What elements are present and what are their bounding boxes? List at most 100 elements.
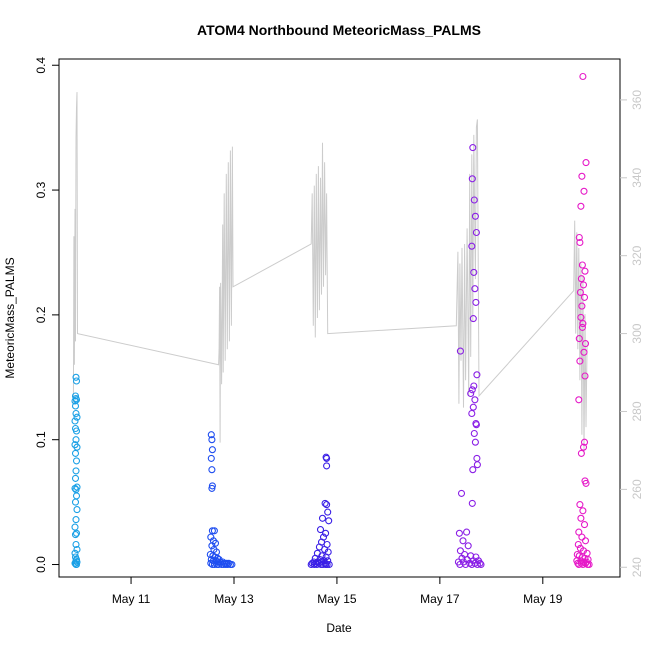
data-point-series-1 — [72, 377, 81, 385]
x-tick-label: May 19 — [523, 592, 563, 606]
data-point-series-4 — [469, 144, 477, 152]
data-point-series-1 — [71, 559, 79, 567]
data-point-series-5 — [582, 479, 590, 487]
data-point-series-5 — [584, 560, 592, 569]
data-point-series-4 — [473, 560, 481, 569]
data-point-series-4 — [473, 454, 481, 462]
data-point-series-1 — [71, 523, 79, 531]
data-point-series-4 — [468, 175, 476, 183]
data-point-series-5 — [577, 514, 585, 522]
right-tick-label: 320 — [630, 245, 644, 265]
data-point-series-5 — [579, 560, 587, 569]
left-y-axis: 0.0 0.1 0.2 0.3 0.4 — [34, 57, 59, 573]
data-point-series-5 — [581, 372, 589, 380]
data-point-series-3 — [323, 454, 331, 462]
data-point-series-2 — [224, 560, 232, 569]
data-point-series-4 — [470, 382, 478, 390]
data-point-series-2 — [208, 542, 216, 550]
data-point-series-4 — [468, 386, 476, 394]
data-point-series-1 — [73, 413, 81, 421]
data-point-series-1 — [72, 540, 80, 549]
data-point-series-5 — [579, 443, 588, 451]
data-point-series-2 — [208, 446, 216, 454]
data-point-series-5 — [579, 72, 587, 81]
x-tick-label: May 17 — [420, 592, 460, 606]
data-point-series-5 — [575, 528, 583, 536]
x-tick-label: May 13 — [214, 592, 254, 606]
data-point-series-1 — [72, 373, 80, 381]
data-point-series-5 — [574, 559, 582, 567]
data-point-series-4 — [471, 438, 479, 446]
data-point-series-4 — [470, 268, 478, 276]
scatter-points — [71, 72, 593, 569]
data-point-series-4 — [477, 560, 485, 569]
y-tick-label: 0.3 — [34, 181, 48, 198]
data-point-series-5 — [576, 501, 584, 509]
data-point-series-4 — [469, 315, 477, 323]
data-point-series-2 — [208, 466, 216, 474]
data-point-series-3 — [323, 501, 331, 509]
data-point-series-5 — [579, 507, 587, 515]
data-point-series-1 — [72, 560, 80, 569]
data-point-series-5 — [580, 293, 589, 301]
right-tick-label: 300 — [630, 323, 644, 343]
data-point-series-4 — [469, 466, 477, 474]
data-point-series-5 — [577, 202, 585, 210]
data-point-series-1 — [73, 545, 81, 554]
right-tick-label: 360 — [630, 90, 644, 110]
data-point-series-5 — [577, 275, 585, 283]
y-tick-label: 0.2 — [34, 306, 48, 323]
data-point-series-5 — [574, 540, 582, 549]
data-point-series-4 — [455, 529, 463, 537]
right-tick-label: 340 — [630, 167, 644, 187]
data-point-series-2 — [208, 560, 216, 569]
data-point-series-5 — [581, 537, 590, 545]
data-point-series-4 — [470, 196, 478, 204]
data-point-series-5 — [575, 335, 583, 343]
x-axis-label: Date — [326, 621, 352, 635]
data-point-series-5 — [577, 449, 585, 457]
x-axis: May 11 May 13 May 15 May 17 May 19 — [112, 577, 563, 606]
data-point-series-3 — [323, 462, 331, 470]
data-point-series-4 — [472, 298, 480, 306]
data-point-series-3 — [321, 499, 329, 507]
data-point-series-5 — [577, 313, 585, 321]
data-point-series-4 — [471, 212, 479, 220]
data-point-series-5 — [581, 340, 590, 348]
data-point-series-1 — [72, 427, 81, 435]
data-point-series-5 — [580, 187, 588, 195]
data-point-series-1 — [71, 402, 80, 410]
data-point-series-5 — [578, 172, 586, 180]
data-point-series-5 — [576, 357, 584, 365]
data-point-series-4 — [464, 542, 472, 550]
data-point-series-4 — [471, 285, 479, 293]
data-point-series-4 — [473, 371, 481, 379]
data-point-series-5 — [578, 302, 586, 310]
data-point-series-3 — [325, 517, 333, 525]
data-point-series-1 — [72, 409, 80, 418]
y-tick-label: 0.4 — [34, 57, 48, 74]
right-tick-label: 280 — [630, 401, 644, 421]
data-point-series-2 — [223, 559, 231, 567]
data-point-series-1 — [72, 436, 80, 444]
data-point-series-4 — [456, 347, 464, 355]
data-point-series-3 — [322, 560, 330, 569]
y-axis-label: MeteoricMass_PALMS — [3, 257, 17, 378]
data-point-series-1 — [72, 457, 81, 465]
data-point-series-3 — [324, 508, 332, 516]
data-point-series-5 — [582, 159, 590, 167]
data-point-series-4 — [468, 409, 476, 418]
data-point-series-3 — [317, 560, 325, 569]
data-point-series-5 — [579, 281, 588, 289]
data-point-series-4 — [457, 489, 466, 497]
data-point-series-2 — [228, 560, 236, 569]
data-point-series-1 — [71, 417, 79, 425]
data-point-series-3 — [325, 560, 333, 569]
data-point-series-4 — [467, 389, 475, 398]
data-point-series-5 — [578, 261, 586, 269]
data-point-series-2 — [208, 484, 216, 492]
data-point-series-1 — [71, 449, 80, 457]
data-point-series-5 — [580, 521, 589, 529]
data-point-series-4 — [473, 461, 481, 469]
